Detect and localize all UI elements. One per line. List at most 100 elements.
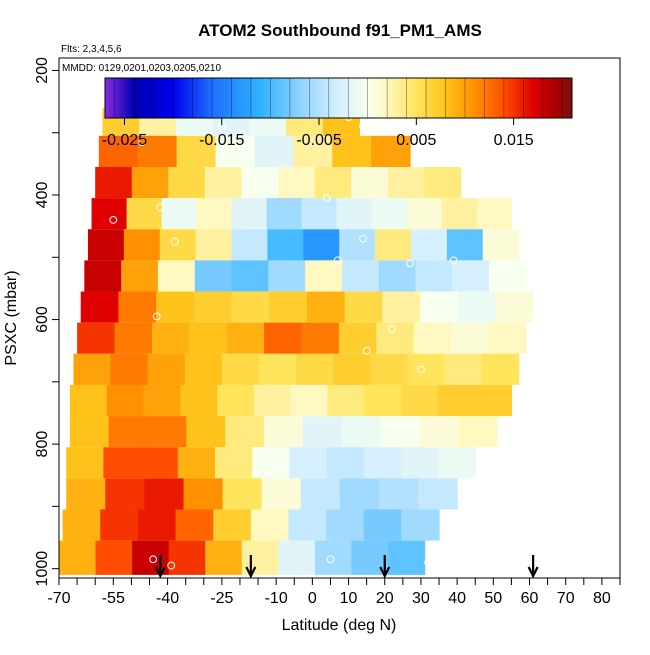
heatmap-cell xyxy=(159,229,197,261)
heatmap-cell xyxy=(168,166,206,199)
heatmap-cell xyxy=(301,322,340,354)
heatmap-cell xyxy=(226,322,265,354)
heatmap-cell xyxy=(175,509,214,541)
sample-marker xyxy=(406,259,414,268)
sample-marker xyxy=(156,203,165,212)
sample-marker xyxy=(333,256,342,265)
heatmap-cell xyxy=(301,198,338,230)
heatmap-cell xyxy=(69,384,108,417)
heatmap-cell xyxy=(406,198,443,230)
x-tick-label: 10 xyxy=(340,590,358,607)
heatmap-cell xyxy=(400,447,439,479)
heatmap-cell xyxy=(495,291,534,323)
heatmap-cell xyxy=(195,229,233,261)
x-tick-label: 20 xyxy=(376,590,394,607)
x-tick-label: 50 xyxy=(484,590,502,607)
heatmap-cell xyxy=(205,540,243,575)
heatmap-cell xyxy=(382,291,421,323)
heatmap-cell xyxy=(326,509,365,541)
heatmap-cell xyxy=(375,229,412,261)
colorbar-tick-label: -0.005 xyxy=(296,132,341,149)
heatmap-cell xyxy=(410,229,448,261)
x-tick-label: -70 xyxy=(47,590,70,607)
heatmap-cell xyxy=(438,447,476,479)
heatmap-cell xyxy=(156,291,195,323)
heatmap-cell xyxy=(288,509,327,541)
heatmap-cell xyxy=(363,509,402,541)
heatmap-cell xyxy=(296,353,334,385)
heatmap-cell xyxy=(339,478,380,510)
sample-marker xyxy=(388,325,396,333)
heatmap-cell xyxy=(303,229,340,261)
heatmap-cell xyxy=(77,322,116,354)
heatmap-cell xyxy=(189,322,228,354)
heatmap-cell xyxy=(401,509,440,541)
heatmap-cell xyxy=(401,384,439,417)
heatmap-cell xyxy=(231,291,270,323)
heatmap-cell xyxy=(250,509,290,541)
heatmap-cell xyxy=(293,135,333,167)
heatmap-cell xyxy=(418,478,458,510)
x-axis-label: Latitude (deg N) xyxy=(282,617,397,634)
heatmap-cell xyxy=(59,540,97,575)
colorbar-fill xyxy=(105,78,572,118)
heatmap-cell xyxy=(196,198,233,230)
heatmap-cell xyxy=(258,353,297,385)
colorbar-tick-label: -0.015 xyxy=(199,132,244,149)
colorbar: -0.025 -0.015 -0.005 0.005 0.015 xyxy=(102,77,573,149)
sample-marker xyxy=(138,138,147,146)
heatmap-cell xyxy=(231,260,269,292)
arrow-layer xyxy=(154,555,539,579)
heatmap-cell xyxy=(225,416,265,448)
y-axis-label: PSXC (mbar) xyxy=(3,270,20,365)
heatmap-cell xyxy=(241,166,279,199)
heatmap-cell xyxy=(137,135,178,167)
heatmap-cell xyxy=(371,198,408,230)
sample-marker xyxy=(109,216,118,224)
heatmap-cell xyxy=(344,291,383,323)
x-tick-label: 40 xyxy=(448,590,466,607)
heatmap-cell xyxy=(183,478,224,510)
heatmap-cell xyxy=(338,322,377,354)
sample-marker xyxy=(152,312,161,321)
sample-marker xyxy=(322,194,331,203)
heatmap-cell xyxy=(106,384,145,417)
heatmap-cell xyxy=(266,198,303,230)
heatmap-cell xyxy=(437,384,476,417)
plot-frame xyxy=(58,57,621,579)
heatmap-cell xyxy=(363,447,402,479)
flights-note: Flts: 2,3,4,5,6 xyxy=(61,44,122,55)
heatmap-cell xyxy=(87,229,125,261)
heatmap-cell xyxy=(110,353,149,385)
heatmap-cell xyxy=(305,260,343,292)
heatmap-cell xyxy=(217,384,255,417)
heatmap-cell xyxy=(213,509,252,541)
x-tick-label: -55 xyxy=(102,590,125,607)
heatmap-layer xyxy=(59,82,534,575)
y-tick-label: 200 xyxy=(34,57,51,84)
heatmap-cell xyxy=(114,322,153,354)
heatmap-cell xyxy=(341,260,380,292)
sample-marker xyxy=(359,122,367,131)
heatmap-cell xyxy=(214,447,253,479)
heatmap-cell xyxy=(221,353,260,385)
heatmap-cell xyxy=(441,198,478,230)
y-tick-label: 1000 xyxy=(34,551,51,587)
heatmap-cell xyxy=(140,447,179,479)
heatmap-cell xyxy=(231,229,269,261)
sample-marker xyxy=(449,256,458,265)
heatmap-cell xyxy=(143,384,181,417)
colorbar-tick-label: 0.015 xyxy=(494,132,534,149)
heatmap-cell xyxy=(231,198,268,230)
heatmap-cell xyxy=(371,135,411,167)
heatmap-cell xyxy=(387,166,425,199)
x-tick-label: 30 xyxy=(412,590,430,607)
sample-marker xyxy=(507,194,516,203)
heatmap-cell xyxy=(176,135,217,167)
sample-marker xyxy=(326,555,335,564)
heatmap-cell xyxy=(380,416,420,448)
heatmap-cell xyxy=(489,260,527,292)
heatmap-cell xyxy=(157,260,196,292)
heatmap-cell xyxy=(108,416,149,448)
